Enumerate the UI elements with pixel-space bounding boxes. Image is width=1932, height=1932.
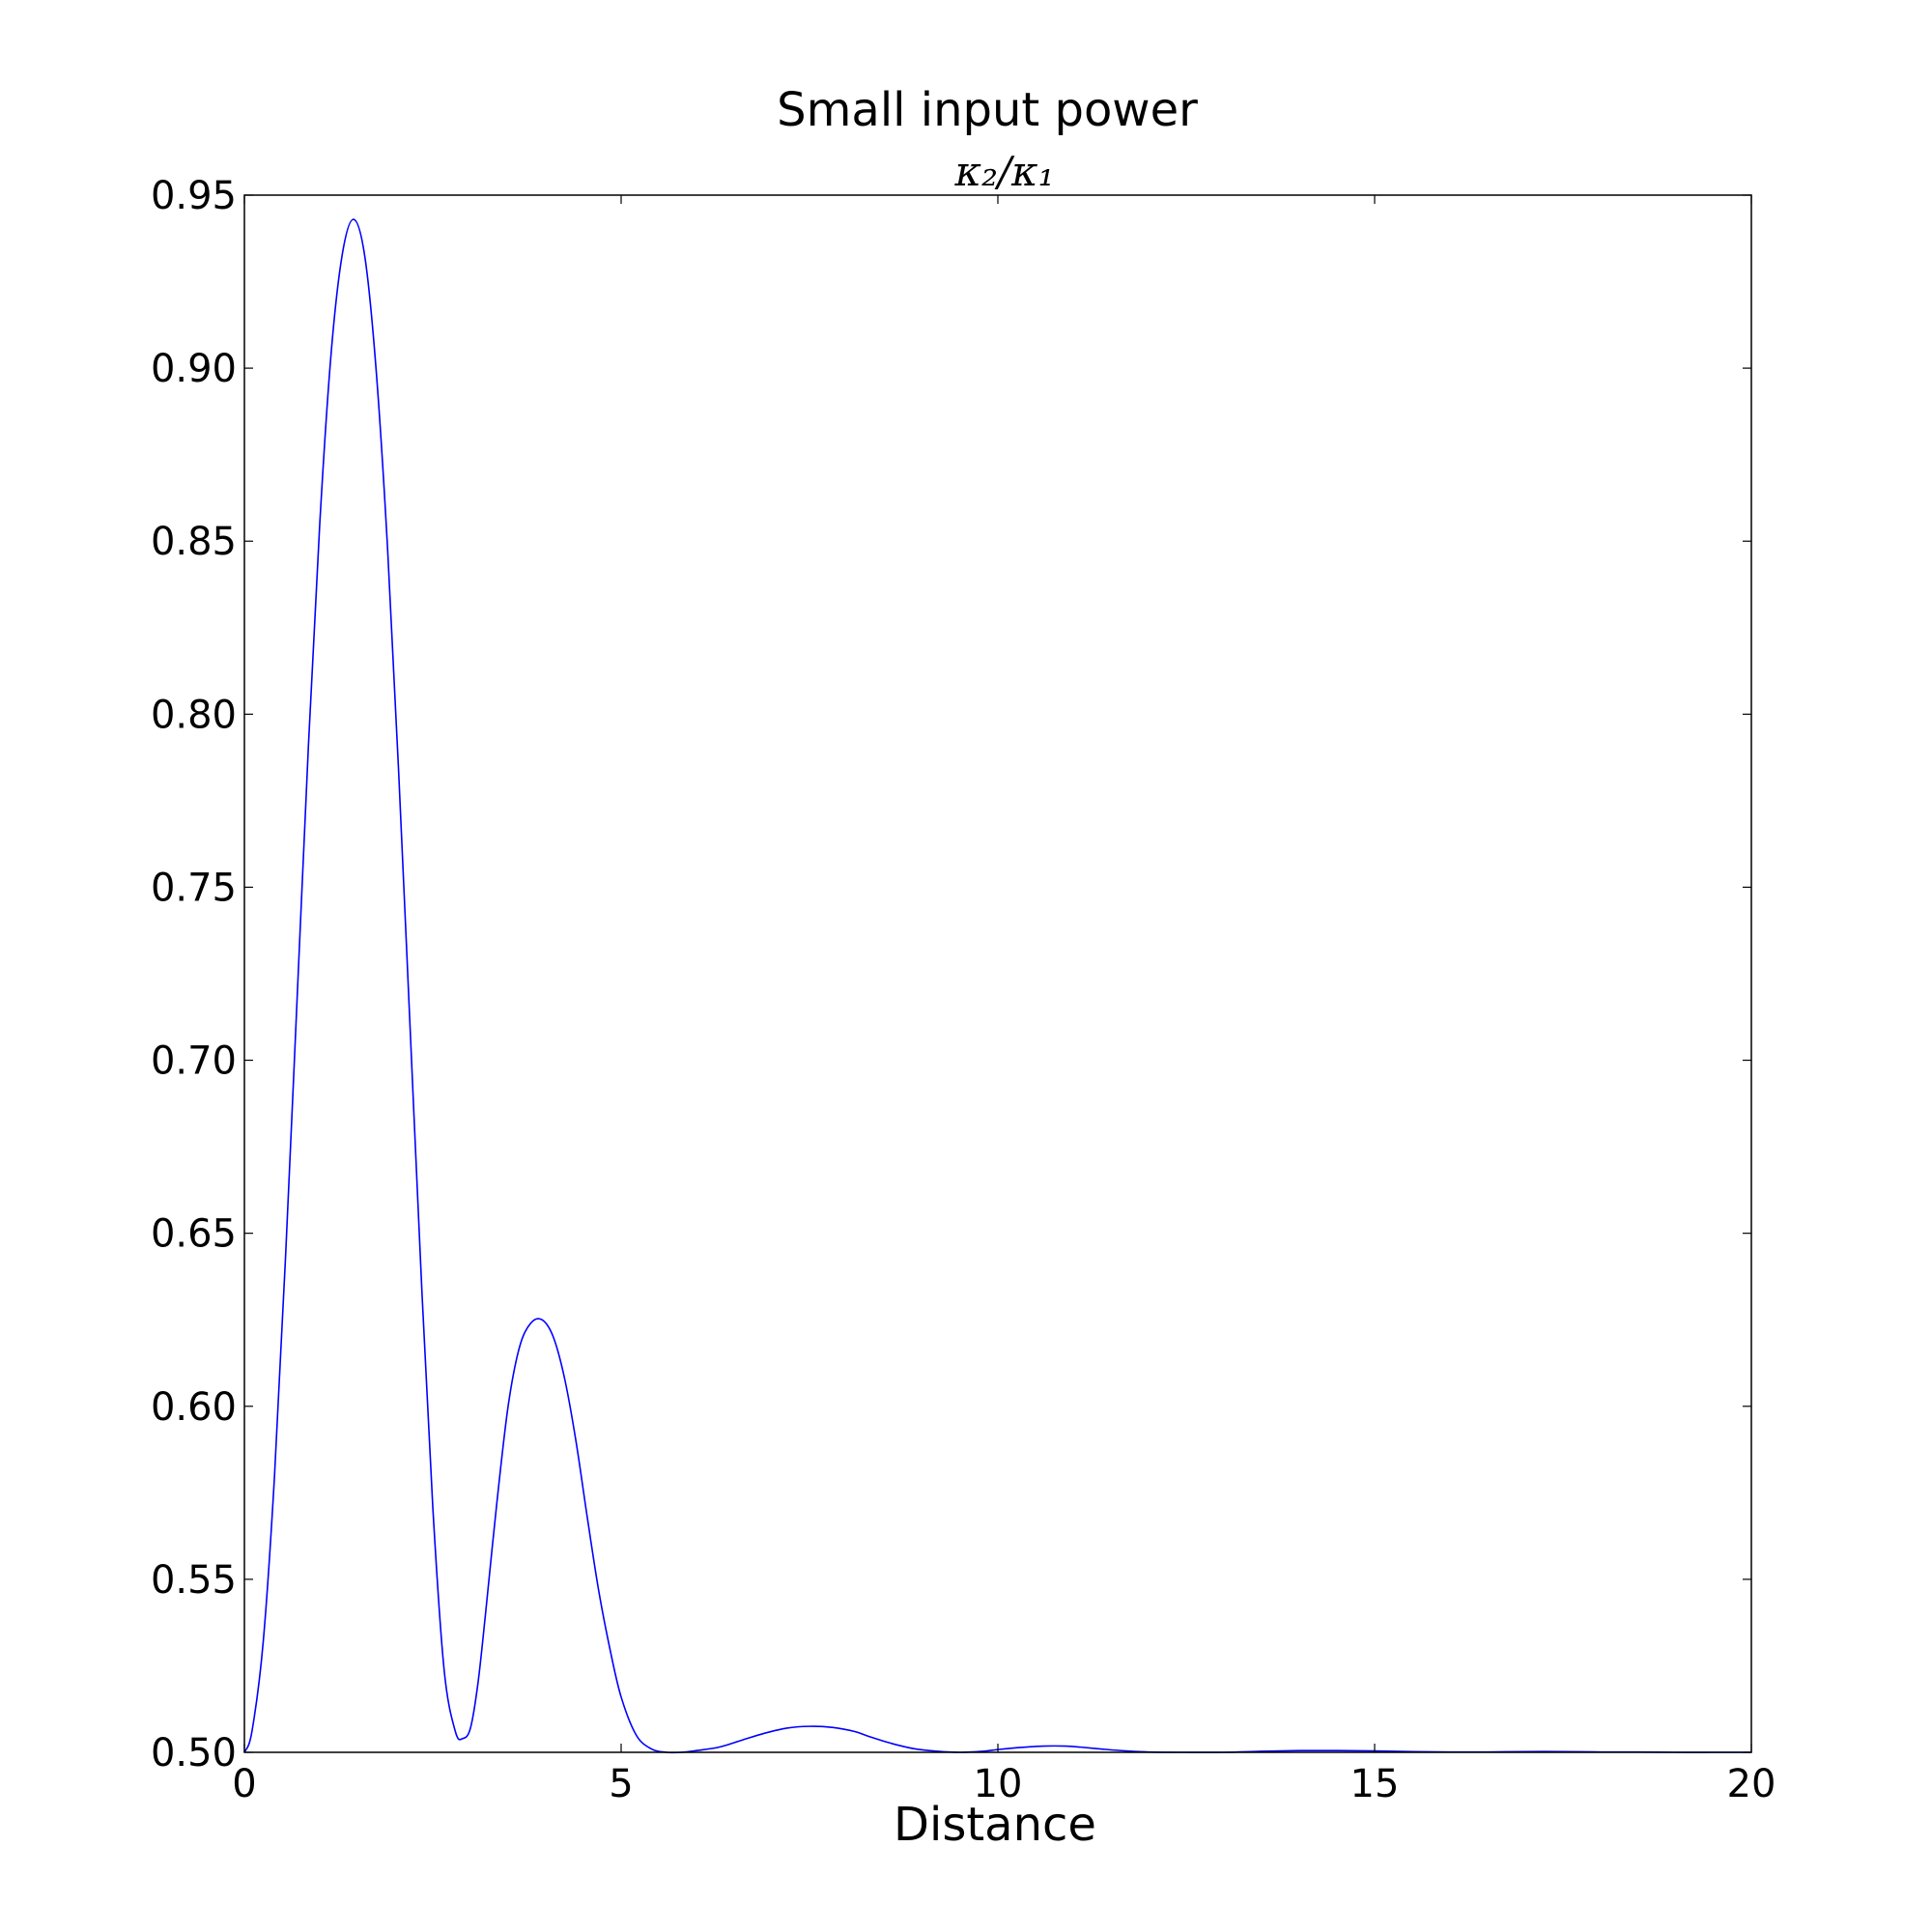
plot-area: 0 5 10 15 20 0.50 0.55 0.60 0.65 0.70 0.75 0.80 0.85… [151, 174, 1776, 1806]
x-tick-label: 5 [609, 1762, 633, 1806]
y-tick-label: 0.60 [151, 1385, 237, 1430]
y-tick-label: 0.55 [151, 1558, 237, 1603]
y-tick-label: 0.50 [151, 1731, 237, 1776]
y-tick-label: 0.70 [151, 1039, 237, 1084]
y-tick-label: 0.65 [151, 1212, 237, 1257]
y-tick-label: 0.75 [151, 866, 237, 910]
x-axis-label: Distance [894, 1798, 1096, 1852]
y-tick-label: 0.90 [151, 347, 237, 391]
chart-title: Small input power [777, 83, 1198, 137]
y-tick-label: 0.80 [151, 693, 237, 737]
y-tick-label: 0.85 [151, 520, 237, 564]
x-tick-label: 10 [974, 1762, 1023, 1806]
x-tick-label: 15 [1350, 1762, 1400, 1806]
chart-subtitle: κ₂/κ₁ [954, 148, 1055, 195]
x-tick-label: 20 [1727, 1762, 1776, 1806]
x-tick-label: 0 [232, 1762, 256, 1806]
y-tick-label: 0.95 [151, 174, 237, 218]
